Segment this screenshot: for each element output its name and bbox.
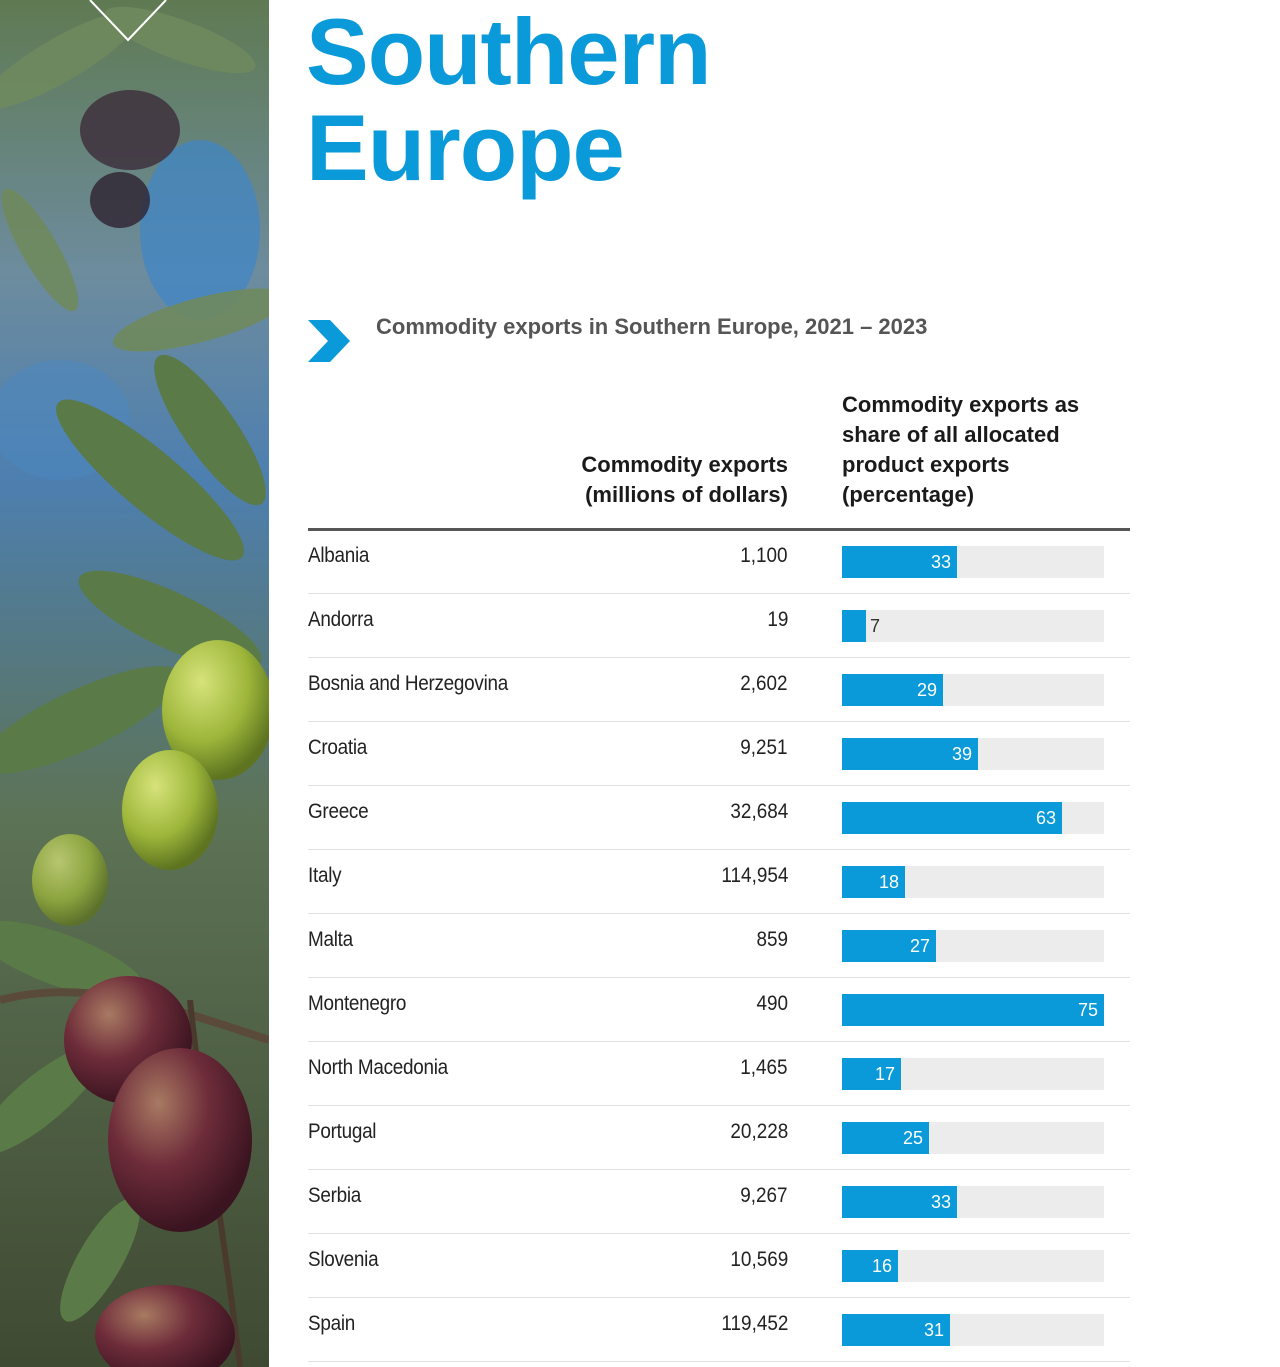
olive-branch-photo [0,0,269,1367]
commodity-exports-value: 859 [756,928,788,951]
commodity-exports-value: 10,569 [730,1248,788,1271]
commodity-exports-value: 32,684 [730,800,788,823]
country-name: Andorra [308,608,374,631]
country-name: Spain [308,1312,355,1335]
header-exports-line2: (millions of dollars) [585,482,788,507]
share-bar-label: 25 [902,1128,923,1148]
table-row: North Macedonia 1,465 17 [308,1042,1130,1106]
table-row: Slovenia 10,569 16 [308,1234,1130,1298]
page-title: Southern Europe [306,0,712,200]
table-row: Bosnia and Herzegovina 2,602 29 [308,658,1130,722]
commodity-exports-value: 490 [756,992,788,1015]
table-row: Portugal 20,228 25 [308,1106,1130,1170]
header-divider [308,528,1130,531]
share-bar-label: 29 [916,680,937,700]
page-title-line2: Europe [306,95,625,200]
table-row: Spain 119,452 31 [308,1298,1130,1362]
chart-subtitle: Commodity exports in Southern Europe, 20… [376,314,928,339]
country-name: Greece [308,800,369,823]
table-row: Malta 859 27 [308,914,1130,978]
country-name: Serbia [308,1184,362,1207]
table-row: Andorra 19 7 [308,594,1130,658]
header-export-share: Commodity exports as share of all alloca… [842,390,1132,510]
commodity-exports-value: 9,251 [740,736,788,759]
share-bar-fill [842,1122,929,1154]
country-name: North Macedonia [308,1056,448,1079]
share-bar-track: 27 [842,930,1104,962]
share-bar-fill [842,1186,957,1218]
share-bar-fill [842,674,943,706]
country-name: Croatia [308,736,368,759]
table-row: Serbia 9,267 33 [308,1170,1130,1234]
share-bar-track: 29 [842,674,1104,706]
share-bar-fill [842,866,905,898]
share-bar-fill [842,738,978,770]
share-bar-track: 16 [842,1250,1104,1282]
commodity-exports-value: 1,465 [740,1056,788,1079]
share-bar-track: 33 [842,546,1104,578]
table-row: Montenegro 490 75 [308,978,1130,1042]
share-bar-fill [842,546,957,578]
header-share-line1: Commodity exports as [842,392,1080,417]
share-bar-track: 25 [842,1122,1104,1154]
country-name: Albania [308,544,370,567]
share-bar-track: 39 [842,738,1104,770]
header-commodity-exports: Commodity exports (millions of dollars) [540,450,788,510]
share-bar-track: 75 [842,994,1104,1026]
share-bar-label: 63 [1035,808,1056,828]
country-name: Montenegro [308,992,407,1015]
share-bar-fill [842,1058,901,1090]
country-name: Italy [308,864,342,887]
share-bar-track: 31 [842,1314,1104,1346]
share-bar-track: 7 [842,610,1104,642]
share-bar-track: 63 [842,802,1104,834]
share-bar-label: 18 [878,872,899,892]
commodity-exports-value: 1,100 [740,544,788,567]
chevron-right-icon [308,320,350,362]
header-share-line4: (percentage) [842,482,975,507]
share-bar-track: 33 [842,1186,1104,1218]
header-exports-line1: Commodity exports [581,452,788,477]
header-share-line3: product exports [842,452,1010,477]
page-title-line1: Southern [306,0,712,104]
commodity-exports-value: 9,267 [740,1184,788,1207]
table-row: Greece 32,684 63 [308,786,1130,850]
commodity-exports-value: 119,452 [721,1312,788,1335]
commodity-exports-value: 2,602 [740,672,788,695]
commodity-exports-value: 19 [766,608,788,631]
share-bar-label: 27 [909,936,930,956]
country-name: Portugal [308,1120,377,1143]
share-bar-label: 33 [930,552,951,572]
share-bar-fill [842,994,1104,1026]
header-share-line2: share of all allocated [842,422,1060,447]
share-bar-label: 17 [874,1064,895,1084]
share-bar-track: 18 [842,866,1104,898]
share-bar-label: 7 [870,616,881,636]
table-row: Croatia 9,251 39 [308,722,1130,786]
country-name: Bosnia and Herzegovina [308,672,508,695]
share-bar-fill [842,610,866,642]
share-bar-label: 33 [930,1192,951,1212]
share-bar-label: 75 [1077,1000,1098,1020]
share-bar-label: 16 [871,1256,892,1276]
table-row: Italy 114,954 18 [308,850,1130,914]
table-row: Albania 1,100 33 [308,530,1130,594]
share-bar-fill [842,930,936,962]
share-bar-fill [842,1314,950,1346]
commodity-exports-value: 20,228 [730,1120,788,1143]
share-bar-track: 17 [842,1058,1104,1090]
share-bar-label: 39 [951,744,972,764]
share-bar-fill [842,802,1062,834]
country-name: Slovenia [308,1248,379,1271]
country-name: Malta [308,928,353,951]
commodity-exports-value: 114,954 [721,864,788,887]
share-bar-label: 31 [923,1320,944,1340]
share-bar-fill [842,1250,898,1282]
